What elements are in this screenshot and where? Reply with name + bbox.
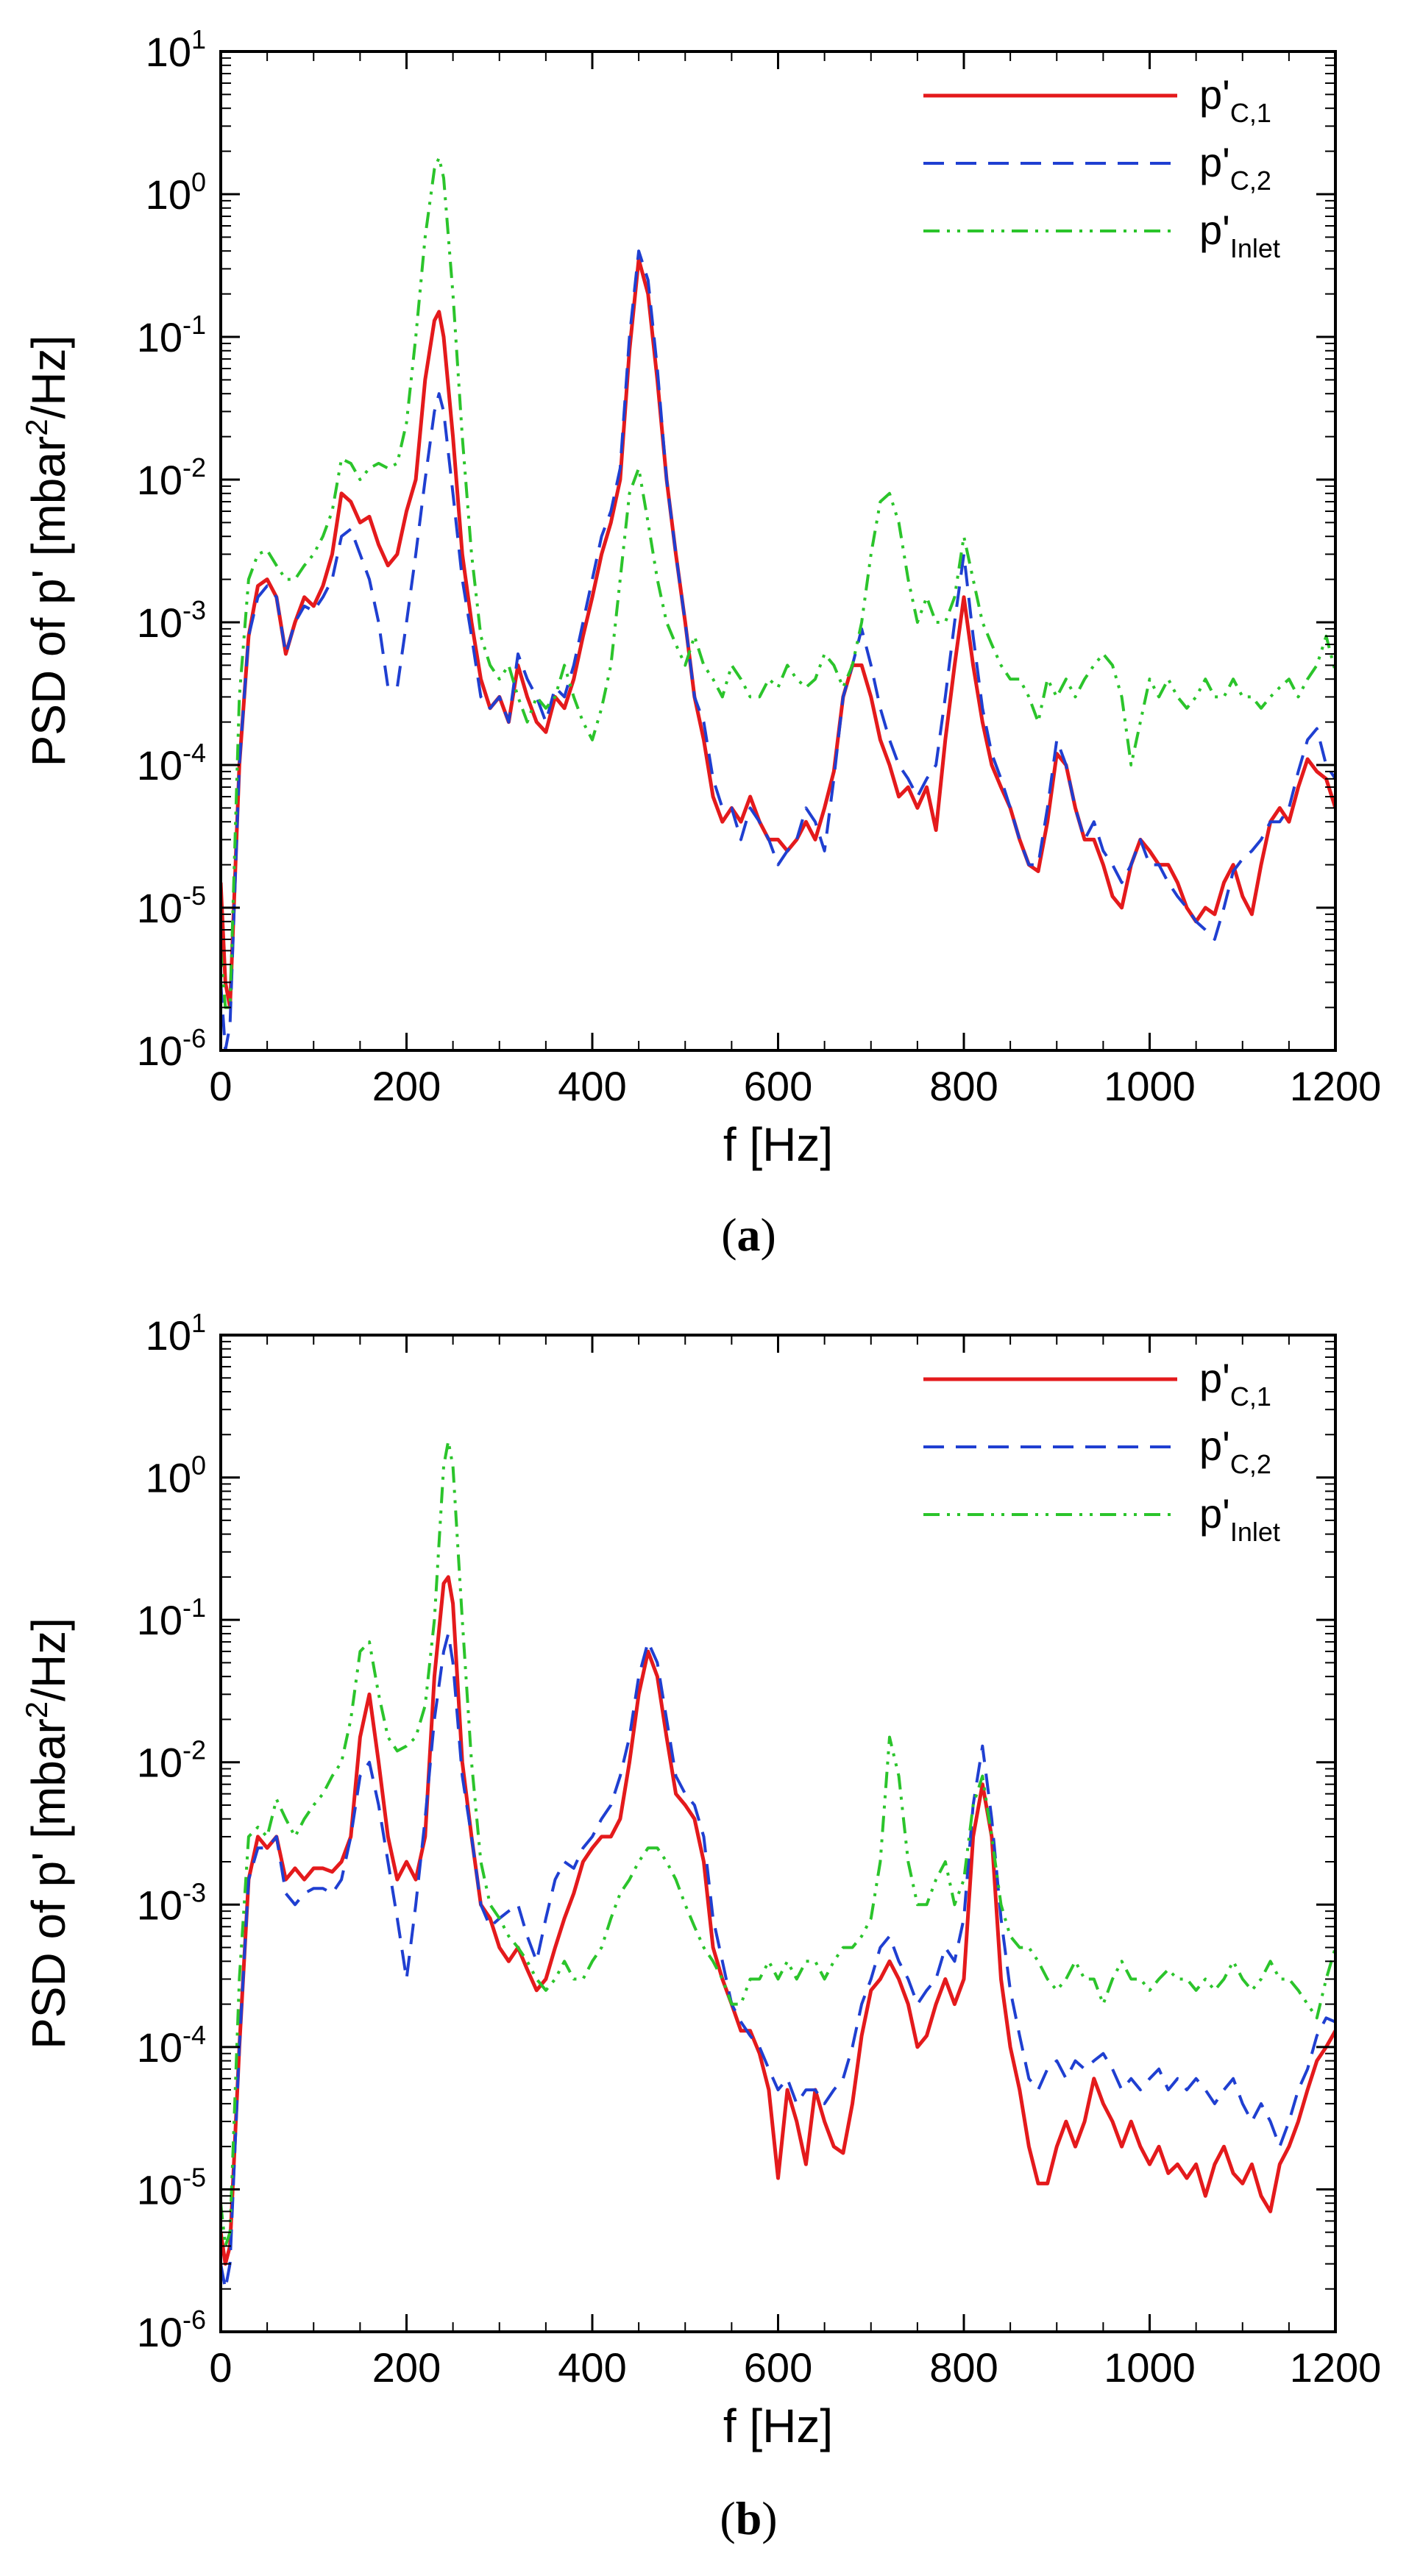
chart-panel-b: 0 200 400 600 800 1000 1200 101 100 10-1 10-2 10-3 1… [19, 1308, 1381, 2544]
y-tick-label: 10-4 [137, 738, 206, 789]
plot-frame [219, 50, 1337, 1052]
x-tick-label: 200 [372, 2344, 441, 2391]
x-axis-label: f [Hz] [723, 1118, 833, 1171]
y-tick-label: 10-1 [137, 310, 206, 360]
legend-label-2: p'Inlet [1199, 1490, 1280, 1547]
x-tick-label: 0 [209, 2344, 232, 2391]
x-tick-label: 400 [558, 1063, 626, 1109]
x-tick-label: 800 [929, 1063, 998, 1109]
y-tick-label: 10-5 [137, 880, 206, 931]
series-line-2 [221, 156, 1335, 1009]
legend: p'C,1 p'C,2 p'Inlet [923, 1355, 1280, 1547]
legend: p'C,1 p'C,2 p'Inlet [923, 71, 1280, 263]
panel-caption: (a) [721, 1209, 776, 1261]
chart-panel-a: 0 200 400 600 800 1000 1200 101 100 10-1 10-2 10-3 1… [19, 24, 1381, 1261]
panel-caption: (b) [720, 2492, 777, 2544]
y-tick-label: 10-6 [137, 2305, 206, 2355]
x-tick-label: 800 [929, 2344, 998, 2391]
y-tick-label: 10-5 [137, 2162, 206, 2213]
y-tick-label: 10-4 [137, 2020, 206, 2071]
caption-text: (a) [721, 1209, 776, 1261]
y-axis-label: PSD of p' [mbar2/Hz] [19, 1618, 75, 2049]
x-axis-label: f [Hz] [723, 2399, 833, 2452]
series-line-1 [221, 1632, 1335, 2291]
series-line-0 [221, 257, 1335, 1010]
x-tick-label: 1000 [1104, 1063, 1196, 1109]
y-tick-label: 10-3 [137, 595, 206, 646]
x-tick-label: 600 [744, 2344, 812, 2391]
legend-label-1: p'C,2 [1199, 1423, 1271, 1479]
legend-label-0: p'C,1 [1199, 1355, 1271, 1412]
legend-label-1: p'C,2 [1199, 139, 1271, 196]
y-tick-label: 10-3 [137, 1877, 206, 1928]
x-tick-label: 200 [372, 1063, 441, 1109]
y-tick-label: 100 [146, 1451, 206, 1501]
y-axis-label: PSD of p' [mbar2/Hz] [19, 335, 75, 767]
x-tick-label: 1200 [1290, 2344, 1382, 2391]
caption-text: (b) [720, 2492, 777, 2544]
series-line-1 [221, 249, 1335, 1050]
x-tick-label: 400 [558, 2344, 626, 2391]
series-line-0 [221, 1575, 1335, 2266]
y-tick-label: 10-1 [137, 1593, 206, 1643]
series-line-2 [221, 1440, 1335, 2248]
y-tick-label: 100 [146, 167, 206, 218]
x-tick-label: 1000 [1104, 2344, 1196, 2391]
x-tick-label: 0 [209, 1063, 232, 1109]
y-tick-label: 10-6 [137, 1023, 206, 1074]
legend-label-2: p'Inlet [1199, 207, 1280, 263]
x-tick-label: 600 [744, 1063, 812, 1109]
legend-label-0: p'C,1 [1199, 71, 1271, 128]
x-tick-label: 1200 [1290, 1063, 1382, 1109]
y-tick-label: 101 [146, 24, 206, 75]
y-tick-label: 101 [146, 1308, 206, 1359]
y-tick-label: 10-2 [137, 452, 206, 503]
y-tick-label: 10-2 [137, 1735, 206, 1786]
